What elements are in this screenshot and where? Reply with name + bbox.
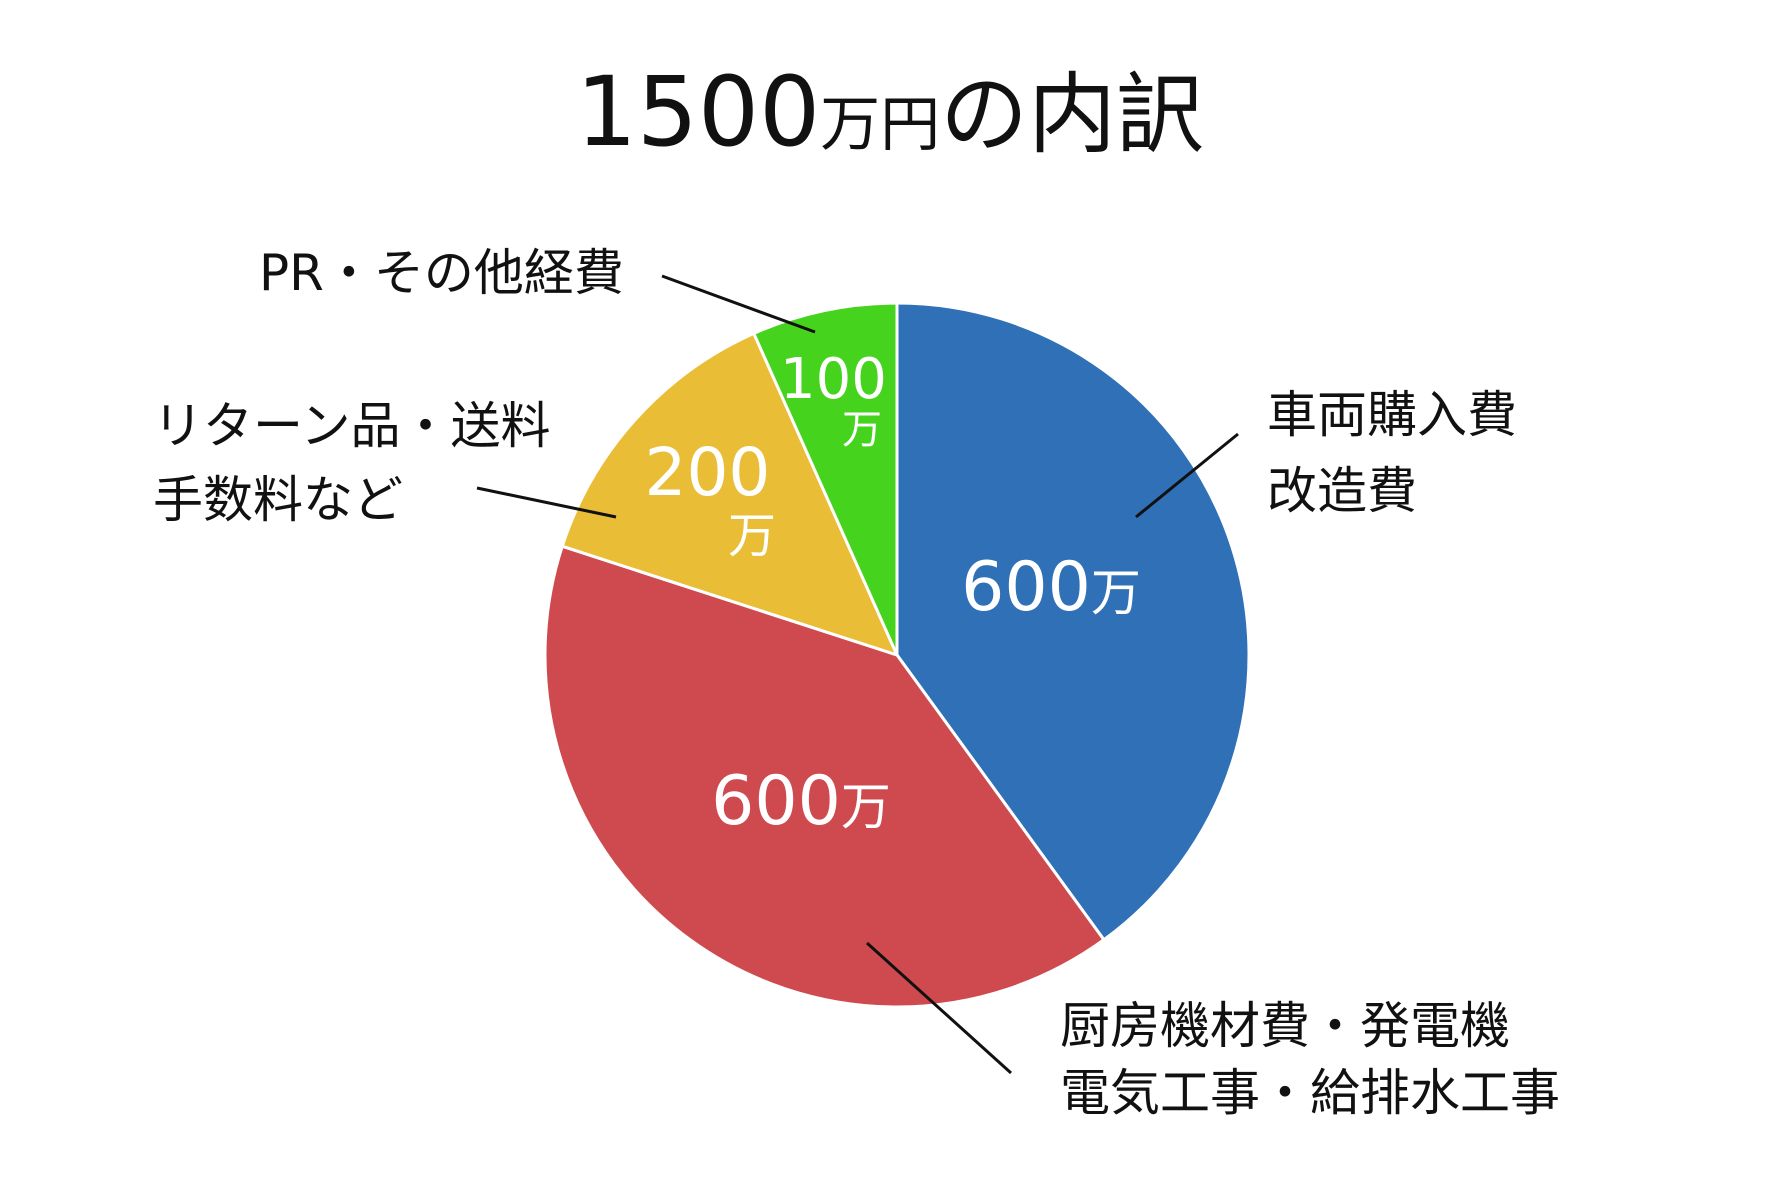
slice-label-vehicle: 車両購入費 改造費 bbox=[1267, 386, 1533, 520]
value-label-kitchen: 600万 bbox=[711, 762, 891, 841]
leader-line-vehicle bbox=[1135, 432, 1239, 519]
slice-label-pr: PR・その他経費 bbox=[259, 244, 624, 302]
title-unit: 万円 bbox=[820, 90, 940, 160]
pie-slice-return bbox=[560, 331, 900, 658]
value-label-vehicle: 600万 bbox=[961, 548, 1141, 627]
title-rest: の内訳 bbox=[940, 63, 1204, 166]
slice-label-return: リターン品・送料 手数料など bbox=[153, 397, 566, 529]
value-label-pr: 100 万 bbox=[780, 347, 892, 453]
title-number: 1500 bbox=[576, 56, 820, 168]
pie-slice-vehicle bbox=[895, 301, 1251, 942]
pie-slice-kitchen bbox=[543, 544, 1106, 1009]
chart-title: 1500万円の内訳 bbox=[576, 56, 1204, 168]
leader-line-return bbox=[476, 486, 617, 519]
leader-line-kitchen bbox=[865, 941, 1013, 1075]
pie-slice-pr bbox=[751, 301, 899, 656]
value-label-return: 200 万 bbox=[644, 434, 776, 564]
leader-line-pr bbox=[661, 274, 816, 334]
slice-label-kitchen: 厨房機材費・発電機 電気工事・給排水工事 bbox=[1060, 997, 1560, 1122]
